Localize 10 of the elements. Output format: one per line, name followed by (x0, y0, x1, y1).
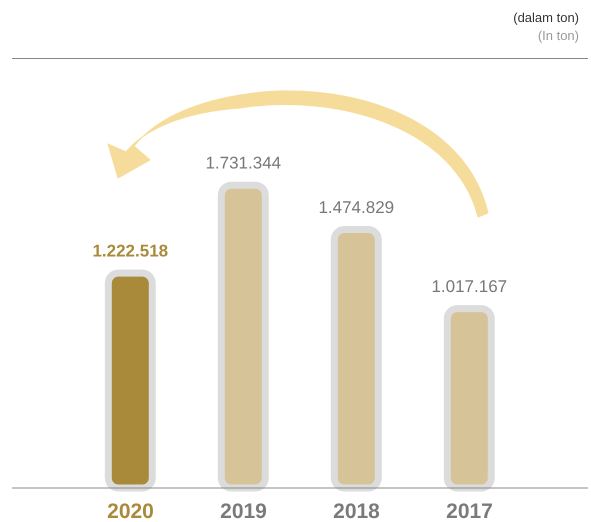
text: (In ton) (536, 27, 579, 45)
data-label: 1.017.167 (431, 277, 508, 296)
x-tick-label: 2020 (107, 500, 154, 522)
text: (dalam ton) (513, 9, 579, 27)
x-tick-label: 2017 (446, 500, 493, 522)
data-label: 1.222.518 (92, 242, 168, 261)
x-tick-label: 2019 (220, 500, 267, 522)
x-tick-label: 2018 (333, 500, 380, 522)
data-label: 1.731.344 (205, 154, 282, 173)
data-label: 1.474.829 (318, 198, 394, 218)
